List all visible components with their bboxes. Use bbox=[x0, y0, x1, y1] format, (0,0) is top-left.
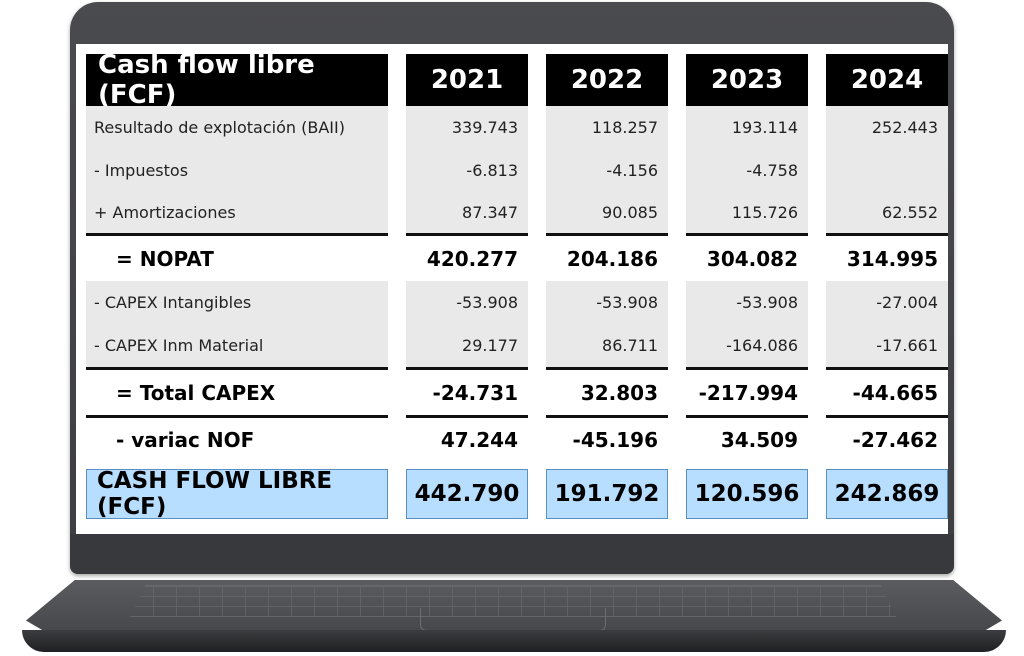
row-value: 86.711 bbox=[546, 323, 668, 367]
subtotal-value: 304.082 bbox=[686, 233, 808, 281]
subtotal-value: -45.196 bbox=[546, 415, 668, 461]
laptop-bezel-bottom bbox=[70, 534, 954, 574]
row-label: + Amortizaciones bbox=[86, 191, 388, 233]
laptop-keyboard bbox=[130, 585, 896, 617]
subtotal-value: 32.803 bbox=[546, 367, 668, 415]
subtotal-label: = Total CAPEX bbox=[86, 367, 388, 415]
laptop-trackpad bbox=[420, 608, 606, 631]
row-value: -4.156 bbox=[546, 149, 668, 191]
row-value: 29.177 bbox=[406, 323, 528, 367]
row-value: 87.347 bbox=[406, 191, 528, 233]
subtotal-value: 314.995 bbox=[826, 233, 948, 281]
year-header: 2022 bbox=[546, 54, 668, 106]
row-value: -53.908 bbox=[546, 281, 668, 323]
row-label: - CAPEX Intangibles bbox=[86, 281, 388, 323]
subtotal-label: = NOPAT bbox=[86, 233, 388, 281]
subtotal-label: - variac NOF bbox=[86, 415, 388, 461]
row-label: Resultado de explotación (BAII) bbox=[86, 106, 388, 149]
row-value: 193.114 bbox=[686, 106, 808, 149]
fcf-total-value: 191.792 bbox=[546, 469, 668, 519]
row-value: -4.758 bbox=[686, 149, 808, 191]
year-header: 2021 bbox=[406, 54, 528, 106]
laptop-screen: Cash flow libre (FCF) 2021 2022 2023 202… bbox=[76, 44, 948, 534]
subtotal-value: 34.509 bbox=[686, 415, 808, 461]
row-value: -53.908 bbox=[406, 281, 528, 323]
fcf-total-value: 120.596 bbox=[686, 469, 808, 519]
row-value: -164.086 bbox=[686, 323, 808, 367]
subtotal-value: 420.277 bbox=[406, 233, 528, 281]
row-value: 62.552 bbox=[826, 191, 948, 233]
table-title: Cash flow libre (FCF) bbox=[86, 50, 388, 110]
row-value: -6.813 bbox=[406, 149, 528, 191]
row-value: -17.661 bbox=[826, 323, 948, 367]
row-label: - Impuestos bbox=[86, 149, 388, 191]
fcf-total-value: 242.869 bbox=[826, 469, 948, 519]
row-value: -53.908 bbox=[686, 281, 808, 323]
fcf-total-value: 442.790 bbox=[406, 469, 528, 519]
subtotal-value: 47.244 bbox=[406, 415, 528, 461]
subtotal-value: -217.994 bbox=[686, 367, 808, 415]
row-label: - CAPEX Inm Material bbox=[86, 323, 388, 367]
row-value: 339.743 bbox=[406, 106, 528, 149]
row-value: 118.257 bbox=[546, 106, 668, 149]
subtotal-value: -24.731 bbox=[406, 367, 528, 415]
laptop-base-edge bbox=[22, 630, 1006, 652]
subtotal-value: 204.186 bbox=[546, 233, 668, 281]
year-header: 2023 bbox=[686, 54, 808, 106]
fcf-total-label: CASH FLOW LIBRE (FCF) bbox=[86, 468, 388, 520]
fcf-table: Cash flow libre (FCF) 2021 2022 2023 202… bbox=[86, 50, 948, 525]
subtotal-value: -27.462 bbox=[826, 415, 948, 461]
subtotal-value: -44.665 bbox=[826, 367, 948, 415]
row-value: 252.443 bbox=[826, 106, 948, 149]
row-value: 90.085 bbox=[546, 191, 668, 233]
row-value: -27.004 bbox=[826, 281, 948, 323]
row-value bbox=[826, 149, 948, 191]
row-value: 115.726 bbox=[686, 191, 808, 233]
year-header: 2024 bbox=[826, 54, 948, 106]
